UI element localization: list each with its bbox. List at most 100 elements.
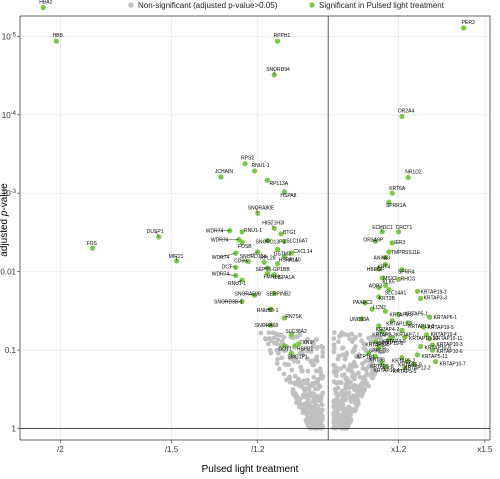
nonsignificant-point xyxy=(314,394,320,400)
y-tick-label: 0.1 xyxy=(5,346,17,355)
nonsignificant-point xyxy=(333,403,339,408)
nonsignificant-point xyxy=(340,397,346,403)
nonsignificant-point xyxy=(317,366,323,372)
leader-line xyxy=(219,273,236,276)
significant-point xyxy=(278,231,284,237)
significant-point xyxy=(418,295,424,302)
significant-point xyxy=(239,277,245,283)
nonsignificant-point xyxy=(314,354,320,360)
gene-label: HSPA8 xyxy=(280,193,296,199)
gene-label: KRTAP5-9 xyxy=(398,363,422,369)
gene-label: SLC16A7 xyxy=(286,238,308,244)
leader-line xyxy=(263,267,268,270)
x-tick-label: /1.5 xyxy=(165,445,179,454)
nonsignificant-point xyxy=(293,357,299,363)
gene-label: KRTAP10-9 xyxy=(425,346,451,352)
significant-point xyxy=(429,347,436,353)
gene-label: PER3 xyxy=(462,20,475,26)
nonsignificant-point xyxy=(275,350,281,356)
leader-line xyxy=(364,353,369,357)
nonsignificant-point xyxy=(380,349,386,355)
nonsignificant-point xyxy=(361,377,366,383)
legend-marker-significant xyxy=(309,2,315,8)
gene-label: KRTAP5-2 xyxy=(392,359,416,365)
leader-line xyxy=(247,251,258,257)
nonsignificant-point xyxy=(331,368,337,374)
nonsignificant-point xyxy=(287,374,292,380)
gene-label: OR2A4 xyxy=(398,109,415,115)
nonsignificant-point xyxy=(315,412,320,418)
nonsignificant-point xyxy=(347,395,353,400)
nonsignificant-point xyxy=(284,377,289,383)
leader-line xyxy=(371,239,376,242)
leader-line xyxy=(399,357,403,361)
significant-point xyxy=(429,342,436,348)
nonsignificant-point xyxy=(349,331,355,337)
significant-point xyxy=(281,315,287,321)
gene-label: SPRED3 xyxy=(369,348,389,354)
significant-point xyxy=(275,261,281,267)
gene-label: WDR74 xyxy=(206,229,224,235)
x-tick-label: x1.5 xyxy=(477,445,493,454)
nonsignificant-point xyxy=(373,369,378,375)
nonsignificant-point xyxy=(310,393,315,399)
nonsignificant-point xyxy=(343,409,349,415)
nonsignificant-point xyxy=(339,391,345,397)
significant-point xyxy=(376,323,382,329)
nonsignificant-point xyxy=(314,346,320,351)
gene-label: KRTAP10-7 xyxy=(440,362,466,368)
nonsignificant-point xyxy=(318,418,323,423)
leader-line xyxy=(229,266,236,268)
gene-label: KRTAP19-8 xyxy=(377,341,403,347)
gene-label: SNORA80E xyxy=(248,205,275,211)
gene-label: CD69 xyxy=(234,258,247,264)
nonsignificant-point xyxy=(353,334,358,340)
nonsignificant-points xyxy=(258,330,392,431)
leader-line xyxy=(219,252,236,258)
gene-label: SNORD13P3 xyxy=(256,240,286,246)
leader-line xyxy=(389,337,393,342)
y-tick-label: 10-5 xyxy=(2,32,17,41)
gene-label: MIR21 xyxy=(169,254,184,260)
nonsignificant-point xyxy=(331,330,337,336)
significant-point xyxy=(239,239,245,245)
gene-label: KRTAP7-1 xyxy=(396,332,420,338)
nonsignificant-point xyxy=(281,334,287,340)
significant-point xyxy=(399,355,405,361)
nonsignificant-point xyxy=(340,352,346,358)
gene-label: KRTAP19-5 xyxy=(428,325,454,331)
nonsignificant-point xyxy=(357,374,363,380)
x-tick-label: /2 xyxy=(57,445,64,454)
gene-label: HSPB1 xyxy=(297,347,314,353)
gene-label: KLK5 xyxy=(383,280,395,286)
leader-line xyxy=(255,207,258,214)
gridlines xyxy=(20,16,490,440)
significant-point xyxy=(379,328,385,335)
gene-label: SLC38A2 xyxy=(285,329,307,335)
significant-point xyxy=(271,272,277,278)
gene-label: KRTAP10-6 xyxy=(437,349,463,355)
nonsignificant-point xyxy=(353,407,359,413)
nonsignificant-point xyxy=(301,378,307,384)
gene-label: SNORA68 xyxy=(255,323,279,329)
significant-point xyxy=(281,253,287,260)
nonsignificant-point xyxy=(342,356,348,362)
nonsignificant-point xyxy=(280,339,285,344)
gene-label: SNORD94 xyxy=(266,67,290,73)
nonsignificant-point xyxy=(353,344,358,349)
nonsignificant-point xyxy=(278,342,283,348)
significant-point xyxy=(242,161,248,167)
nonsignificant-point xyxy=(313,337,319,342)
significant-point xyxy=(281,189,287,195)
gene-label: SPRR4 xyxy=(398,270,415,276)
nonsignificant-point xyxy=(293,381,299,387)
nonsignificant-point xyxy=(318,424,324,429)
nonsignificant-point xyxy=(331,336,337,341)
nonsignificant-point xyxy=(348,399,354,404)
nonsignificant-point xyxy=(307,415,312,421)
leader-line xyxy=(154,230,159,237)
significant-point xyxy=(292,343,298,349)
gene-label: RNU1-1 xyxy=(228,281,246,287)
nonsignificant-point xyxy=(347,385,353,390)
gene-label: KRTAP10-12 xyxy=(409,336,438,342)
